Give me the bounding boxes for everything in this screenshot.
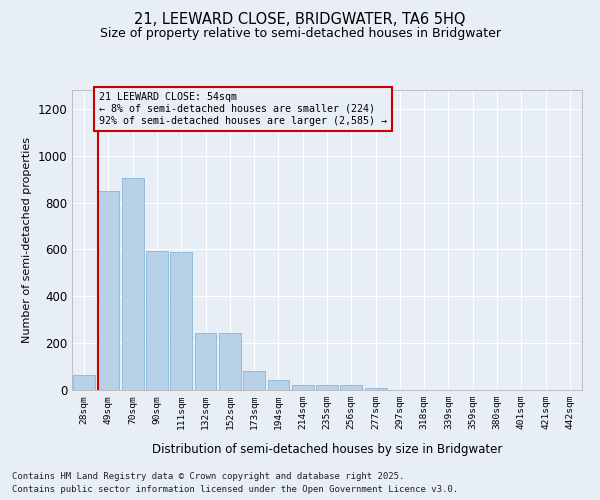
Text: Distribution of semi-detached houses by size in Bridgwater: Distribution of semi-detached houses by …: [152, 442, 502, 456]
Bar: [365, 388, 386, 390]
Bar: [97, 191, 119, 390]
Bar: [292, 385, 314, 390]
Bar: [170, 252, 192, 390]
Bar: [122, 178, 143, 390]
Text: 21 LEEWARD CLOSE: 54sqm
← 8% of semi-detached houses are smaller (224)
92% of se: 21 LEEWARD CLOSE: 54sqm ← 8% of semi-det…: [99, 92, 387, 126]
Bar: [73, 375, 95, 390]
Text: 21, LEEWARD CLOSE, BRIDGWATER, TA6 5HQ: 21, LEEWARD CLOSE, BRIDGWATER, TA6 5HQ: [134, 12, 466, 28]
Bar: [219, 332, 241, 390]
Bar: [146, 250, 168, 390]
Bar: [268, 380, 289, 390]
Text: Contains public sector information licensed under the Open Government Licence v3: Contains public sector information licen…: [12, 485, 458, 494]
Text: Contains HM Land Registry data © Crown copyright and database right 2025.: Contains HM Land Registry data © Crown c…: [12, 472, 404, 481]
Bar: [340, 386, 362, 390]
Text: Size of property relative to semi-detached houses in Bridgwater: Size of property relative to semi-detach…: [100, 28, 500, 40]
Y-axis label: Number of semi-detached properties: Number of semi-detached properties: [22, 137, 32, 343]
Bar: [316, 385, 338, 390]
Bar: [243, 371, 265, 390]
Bar: [194, 332, 217, 390]
